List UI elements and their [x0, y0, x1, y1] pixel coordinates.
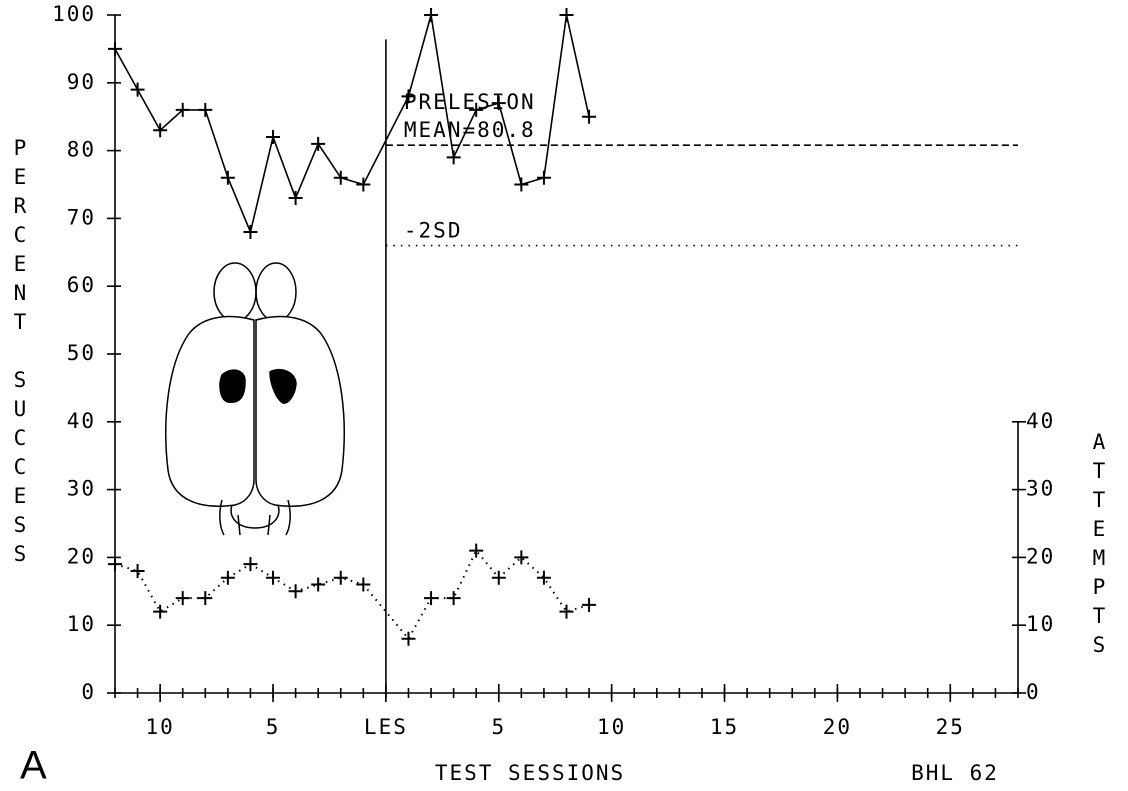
point-marker	[221, 571, 235, 585]
point-marker	[560, 8, 574, 22]
point-marker	[221, 171, 235, 185]
y-tick-label: 20	[67, 544, 96, 568]
y-tick-label: 90	[67, 70, 96, 94]
y2-tick-label: 20	[1026, 544, 1055, 568]
x-axis-title: TEST SESSIONS	[435, 761, 625, 785]
x-tick-label: 20	[823, 715, 852, 739]
y-tick-label: 40	[67, 409, 96, 433]
point-marker	[243, 225, 257, 239]
point-marker	[131, 83, 145, 97]
point-marker	[198, 591, 212, 605]
point-marker	[243, 557, 257, 571]
page: A TEST SESSIONS BHL 62 10 5 LES 5 10 15 20 25 0 1…	[0, 0, 1128, 791]
point-marker	[108, 557, 122, 571]
y-tick-label: 50	[67, 341, 96, 365]
point-marker	[514, 550, 528, 564]
y-tick-label: 100	[52, 2, 96, 26]
y2-tick-label: 10	[1026, 612, 1055, 636]
series-line	[115, 551, 589, 639]
point-marker	[469, 544, 483, 558]
point-marker	[424, 591, 438, 605]
y2-tick-label: 30	[1026, 477, 1055, 501]
point-marker	[334, 571, 348, 585]
point-marker	[356, 178, 370, 192]
point-marker	[311, 137, 325, 151]
brain-drawing	[166, 263, 344, 535]
point-marker	[560, 605, 574, 619]
x-tick-label: LES	[364, 715, 408, 739]
y-tick-label: 60	[67, 273, 96, 297]
point-marker	[514, 178, 528, 192]
point-marker	[447, 150, 461, 164]
point-marker	[424, 8, 438, 22]
y2-tick-label: 0	[1026, 680, 1041, 704]
point-marker	[582, 598, 596, 612]
y-tick-label: 70	[67, 205, 96, 229]
point-marker	[198, 103, 212, 117]
point-marker	[131, 564, 145, 578]
reference-label: -2SD	[404, 219, 463, 243]
y-tick-label: 0	[81, 680, 96, 704]
point-marker	[108, 42, 122, 56]
chart: A TEST SESSIONS BHL 62 10 5 LES 5 10 15 20 25 0 1…	[0, 0, 1128, 791]
point-marker	[334, 171, 348, 185]
x-tick-label: 15	[710, 715, 739, 739]
y-tick-label: 80	[67, 138, 96, 162]
y2-axis-title: ATTEMPTS	[1087, 430, 1111, 662]
point-marker	[311, 578, 325, 592]
point-marker	[289, 191, 303, 205]
point-marker	[176, 591, 190, 605]
panel-label: A	[20, 744, 47, 788]
y2-tick-label: 40	[1026, 409, 1055, 433]
y-tick-label: 30	[67, 477, 96, 501]
point-marker	[266, 571, 280, 585]
y-axis-title: PERCENT SUCCESS	[8, 136, 32, 571]
point-marker	[447, 591, 461, 605]
point-marker	[266, 130, 280, 144]
point-marker	[401, 632, 415, 646]
x-tick-label: 5	[491, 715, 506, 739]
figure-code: BHL 62	[911, 761, 999, 785]
y-tick-label: 10	[67, 612, 96, 636]
point-marker	[153, 605, 167, 619]
point-marker	[537, 171, 551, 185]
x-tick-label: 10	[146, 715, 175, 739]
point-marker	[582, 110, 596, 124]
point-marker	[289, 584, 303, 598]
x-tick-label: 25	[936, 715, 965, 739]
x-tick-label: 5	[266, 715, 281, 739]
x-tick-label: 10	[597, 715, 626, 739]
point-marker	[537, 571, 551, 585]
